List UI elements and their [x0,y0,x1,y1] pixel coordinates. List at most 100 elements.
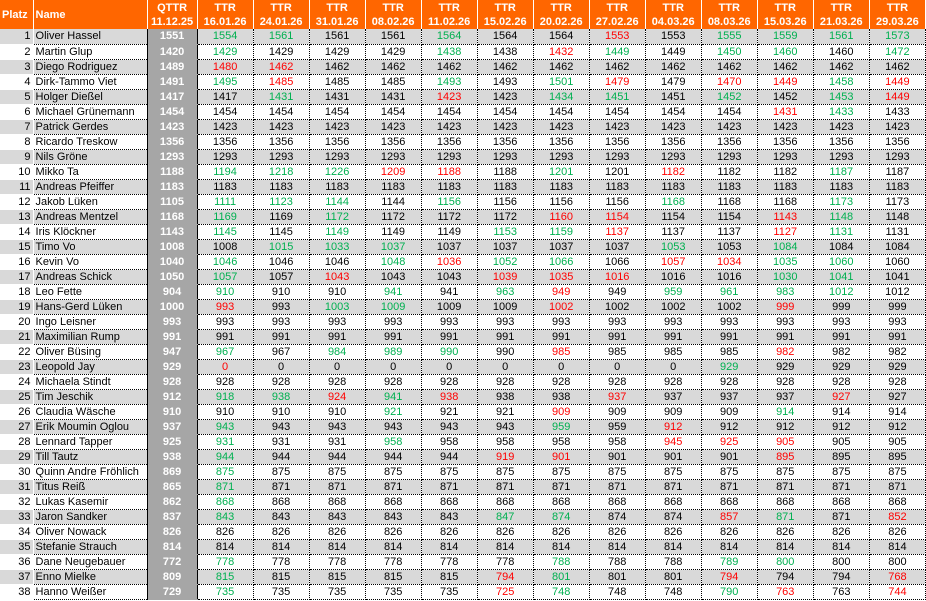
table-row[interactable]: 25 Tim Jeschik 912 918 938 924 941 938 938 938 937… [0,389,926,405]
ttr-cell: 814 [869,539,926,555]
ttr-cell: 1033 [309,239,366,255]
ttr-cell: 895 [869,449,926,465]
rank-cell: 23 [0,359,34,375]
ttr-cell: 1431 [365,89,422,105]
table-row[interactable]: 10 Mikko Ta 1188 1194 1218 1226 1209 1188 1188 12… [0,164,926,180]
qttr-cell: 1183 [147,179,198,195]
table-row[interactable]: 16 Kevin Vo 1040 1046 1046 1046 1048 1036 1052 10… [0,254,926,270]
header-label[interactable]: TTR [477,0,534,15]
ttr-cell: 993 [869,314,926,330]
table-row[interactable]: 5 Holger Dießel 1417 1417 1431 1431 1431 1423 14… [0,89,926,105]
ttr-cell: 1462 [757,59,814,75]
ttr-cell: 999 [757,299,814,315]
header-label[interactable]: TTR [365,0,422,15]
ttr-cell: 991 [477,329,534,345]
header-label[interactable]: TTR [869,0,926,15]
ttr-cell: 1454 [309,104,366,120]
ttr-cell: 921 [365,404,422,420]
header-label[interactable]: TTR [645,0,702,15]
table-row[interactable]: 2 Martin Glup 1420 1429 1429 1429 1429 1438 1438… [0,44,926,60]
table-row[interactable]: 18 Leo Fette 904 910 910 910 941 941 963 949 949 95… [0,284,926,300]
table-row[interactable]: 3 Diego Rodriguez 1489 1480 1462 1462 1462 1462… [0,59,926,75]
ttr-cell: 1423 [813,119,870,135]
table-row[interactable]: 30 Quinn Andre Fröhlich 869 875 875 875 875 875… [0,464,926,480]
table-row[interactable]: 13 Andreas Mentzel 1168 1169 1169 1172 1172 117… [0,209,926,225]
ttr-cell: 1554 [197,29,254,45]
table-row[interactable]: 38 Hanno Weißer 729 735 735 735 735 735 725 748 74… [0,584,926,600]
table-row[interactable]: 33 Jaron Sandker 837 843 843 843 843 843 847 874 8… [0,509,926,525]
ttr-cell: 1183 [197,179,254,195]
table-row[interactable]: 31 Titus Reiß 865 871 871 871 871 871 871 871 871 8… [0,479,926,495]
table-row[interactable]: 26 Claudia Wäsche 910 910 910 910 921 921 921 909… [0,404,926,420]
table-row[interactable]: 32 Lukas Kasemir 862 868 868 868 868 868 868 868 8… [0,494,926,510]
ttr-cell: 826 [421,524,478,540]
header-label[interactable]: TTR [533,0,590,15]
ttr-cell: 768 [869,569,926,585]
table-row[interactable]: 37 Enno Mielke 809 815 815 815 815 815 794 801 801… [0,569,926,585]
ttr-cell: 1429 [309,44,366,60]
ttr-cell: 1462 [589,59,646,75]
ttr-cell: 1057 [645,254,702,270]
table-row[interactable]: 24 Michaela Stindt 928 928 928 928 928 928 928 92… [0,374,926,390]
table-row[interactable]: 15 Timo Vo 1008 1008 1015 1033 1037 1037 1037 103… [0,239,926,255]
header-label[interactable]: TTR [253,0,310,15]
header-platz[interactable]: Platz [0,0,34,29]
table-row[interactable]: 28 Lennard Tapper 925 931 931 931 958 958 958 958… [0,434,926,450]
player-name-cell: Andreas Pfeiffer [33,179,148,195]
table-row[interactable]: 6 Michael Grünemann 1454 1454 1454 1454 1454 14… [0,104,926,120]
table-row[interactable]: 36 Dane Neugebauer 772 778 778 778 778 778 778 78… [0,554,926,570]
ttr-cell: 1501 [533,74,590,90]
ttr-cell: 735 [253,584,310,600]
header-label[interactable]: TTR [197,0,254,15]
ttr-cell: 868 [533,494,590,510]
table-row[interactable]: 9 Nils Gröne 1293 1293 1293 1293 1293 1293 1293 1… [0,149,926,165]
ttr-cell: 1356 [365,134,422,150]
table-row[interactable]: 17 Andreas Schick 1050 1057 1057 1043 1043 1043… [0,269,926,285]
table-row[interactable]: 14 Iris Klöckner 1143 1145 1145 1149 1149 1149 1… [0,224,926,240]
table-row[interactable]: 7 Patrick Gerdes 1423 1423 1423 1423 1423 1423 1… [0,119,926,135]
table-row[interactable]: 11 Andreas Pfeiffer 1183 1183 1183 1183 1183 11… [0,179,926,195]
table-row[interactable]: 34 Oliver Nowack 826 826 826 826 826 826 826 826 8… [0,524,926,540]
header-label[interactable]: TTR [813,0,870,15]
ttr-cell: 871 [421,479,478,495]
header-label[interactable]: TTR [701,0,758,15]
ttr-cell: 1012 [869,284,926,300]
ttr-cell: 1149 [309,224,366,240]
table-row[interactable]: 21 Maximilian Rump 991 991 991 991 991 991 991 99… [0,329,926,345]
ttr-cell: 801 [645,569,702,585]
ttr-cell: 1046 [197,254,254,270]
header-label[interactable]: TTR [757,0,814,15]
table-row[interactable]: 1 Oliver Hassel 1551 1554 1561 1561 1561 1564 15… [0,29,926,45]
ttr-cell: 910 [309,284,366,300]
ttr-cell: 991 [533,329,590,345]
ttr-cell: 949 [589,284,646,300]
table-row[interactable]: 35 Stefanie Strauch 814 814 814 814 814 814 814 8… [0,539,926,555]
ttr-cell: 1066 [589,254,646,270]
ttr-cell: 1293 [309,149,366,165]
ttr-cell: 1127 [757,224,814,240]
table-row[interactable]: 20 Ingo Leisner 993 993 993 993 993 993 993 993 99… [0,314,926,330]
ttr-cell: 945 [645,434,702,450]
table-row[interactable]: 4 Dirk-Tammo Viet 1491 1495 1485 1485 1485 1493… [0,74,926,90]
table-row[interactable]: 12 Jakob Lüken 1105 1111 1123 1144 1144 1156 115… [0,194,926,210]
table-row[interactable]: 8 Ricardo Treskow 1356 1356 1356 1356 1356 1356… [0,134,926,150]
ttr-cell: 1293 [253,149,310,165]
table-row[interactable]: 27 Erik Moumin Oglou 937 943 943 943 943 943 943… [0,419,926,435]
qttr-cell: 809 [147,569,198,585]
table-row[interactable]: 22 Oliver Büsing 947 967 967 984 989 990 990 985 9… [0,344,926,360]
table-row[interactable]: 19 Hans-Gerd Lüken 1000 993 993 1003 1009 1009 1… [0,299,926,315]
header-label[interactable]: TTR [421,0,478,15]
table-row[interactable]: 23 Leopold Jay 929 0 0 0 0 0 0 0 0 0 929 929 929 929 [0,359,926,375]
ttr-cell: 868 [477,494,534,510]
ttr-cell: 1169 [197,209,254,225]
ttr-cell: 1451 [589,89,646,105]
header-name[interactable]: Name [33,0,148,29]
ttr-cell: 1057 [197,269,254,285]
header-label[interactable]: TTR [309,0,366,15]
header-label[interactable]: QTTR [147,0,198,15]
table-row[interactable]: 29 Till Tautz 938 944 944 944 944 944 919 901 901 9… [0,449,926,465]
ttr-cell: 1462 [645,59,702,75]
header-label[interactable]: TTR [589,0,646,15]
ttr-cell: 1131 [869,224,926,240]
header-date: 29.03.26 [869,15,926,29]
